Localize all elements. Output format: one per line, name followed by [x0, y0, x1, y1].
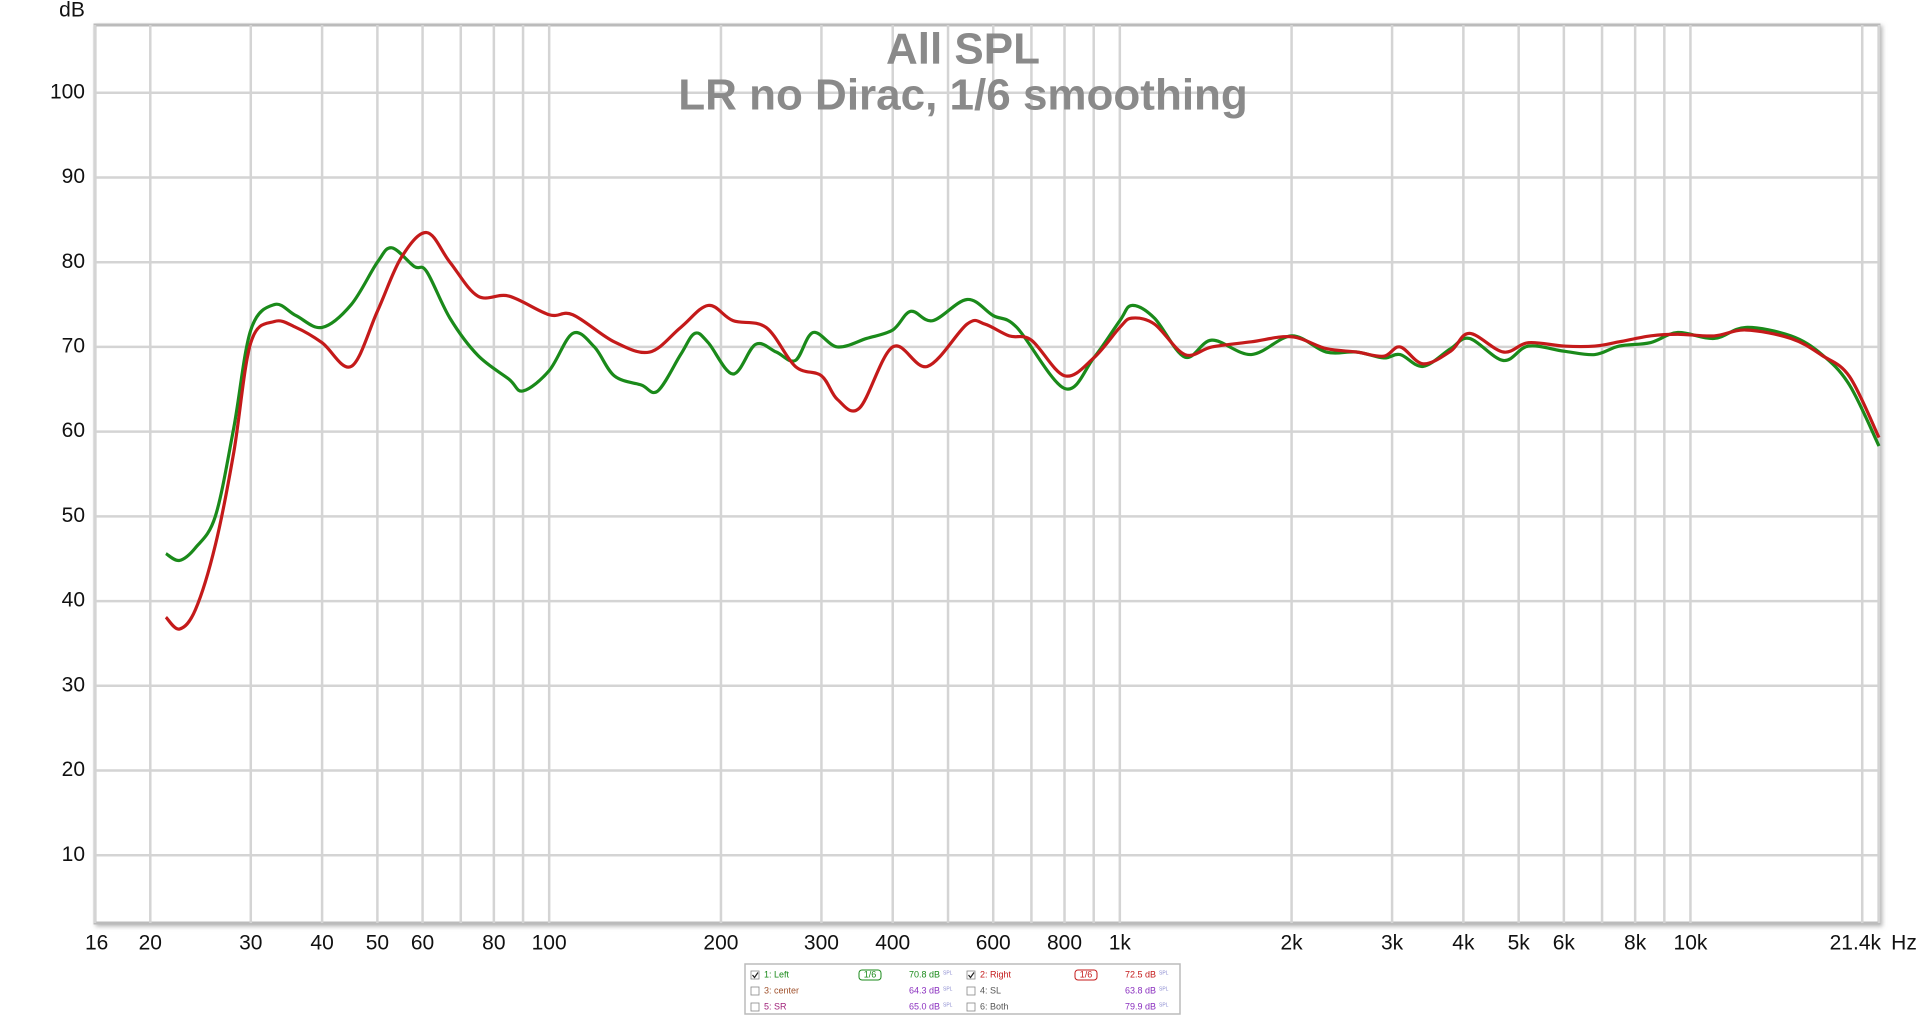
legend-label: 4: SL — [980, 985, 1001, 995]
legend-level: 63.8 dB — [1125, 985, 1156, 995]
checkmark — [968, 972, 975, 979]
x-tick-label: 8k — [1624, 932, 1647, 955]
legend-unit: SPL — [943, 1002, 953, 1008]
x-tick-label: 16 — [85, 932, 108, 955]
x-tick-label: 50 — [366, 932, 389, 955]
y-tick-label: 10 — [62, 843, 85, 866]
y-tick-label: 50 — [62, 504, 85, 527]
y-tick-label: 20 — [62, 758, 85, 781]
smoothing-label: 1/6 — [1080, 969, 1093, 979]
y-tick-label: 100 — [50, 80, 85, 103]
legend-unit: SPL — [1159, 1002, 1169, 1008]
legend-unit: SPL — [943, 970, 953, 976]
legend-label: 6: Both — [980, 1001, 1009, 1011]
checkbox[interactable] — [966, 1002, 976, 1012]
tick-labels: 10 20 30 40 50 60 70 80 90 100 16 20 30 40 50 60 80 100 20… — [50, 80, 1882, 954]
x-tick-label: 3k — [1381, 932, 1404, 955]
y-tick-label: 80 — [62, 250, 85, 273]
legend-level: 70.8 dB — [909, 969, 940, 979]
y-axis-label: dB — [59, 0, 85, 22]
curve — [164, 230, 1881, 631]
x-tick-label: 6k — [1553, 932, 1576, 955]
legend-box — [744, 963, 1181, 1015]
y-tick-label: 40 — [62, 589, 85, 612]
x-tick-label: 4k — [1452, 932, 1475, 955]
legend-level: 79.9 dB — [1125, 1001, 1156, 1011]
legend-label: 1: Left — [764, 969, 790, 979]
legend-level: 72.5 dB — [1125, 969, 1156, 979]
checkbox[interactable] — [966, 970, 976, 980]
legend-label: 3: center — [764, 985, 799, 995]
x-tick-label: 80 — [482, 932, 505, 955]
legend: 1: Left 1/6 70.8 dB SPL 2: Right 1/6 72.5 dB SP… — [744, 963, 1181, 1015]
legend-level: 64.3 dB — [909, 985, 940, 995]
x-tick-label: 100 — [532, 932, 567, 955]
x-axis-label: Hz — [1891, 932, 1917, 955]
legend-unit: SPL — [1159, 970, 1169, 976]
x-tick-label: 21.4k — [1830, 932, 1882, 955]
checkbox[interactable] — [750, 970, 760, 980]
x-tick-label: 800 — [1047, 932, 1082, 955]
smoothing-badge — [1074, 969, 1098, 981]
x-tick-label: 2k — [1280, 932, 1303, 955]
x-tick-label: 60 — [411, 932, 434, 955]
legend-unit: SPL — [943, 986, 953, 992]
x-tick-label: 600 — [976, 932, 1011, 955]
chart-title: All SPL — [886, 25, 1040, 74]
checkmark — [752, 972, 759, 979]
x-tick-label: 20 — [139, 932, 162, 955]
x-tick-label: 5k — [1508, 932, 1531, 955]
checkbox[interactable] — [750, 986, 760, 996]
y-tick-label: 60 — [62, 419, 85, 442]
x-tick-label: 10k — [1674, 932, 1708, 955]
y-tick-label: 90 — [62, 165, 85, 188]
legend-label: 5: SR — [764, 1001, 787, 1011]
x-tick-label: 30 — [239, 932, 262, 955]
y-tick-label: 30 — [62, 673, 85, 696]
y-tick-label: 70 — [62, 334, 85, 357]
curves — [164, 230, 1881, 631]
x-tick-label: 300 — [804, 932, 839, 955]
plot-frame — [93, 23, 1881, 925]
legend-label: 2: Right — [980, 969, 1012, 979]
legend-unit: SPL — [1159, 986, 1169, 992]
x-tick-label: 40 — [310, 932, 333, 955]
grid — [93, 25, 1881, 923]
legend-level: 65.0 dB — [909, 1001, 940, 1011]
checkbox[interactable] — [750, 1002, 760, 1012]
x-tick-label: 400 — [875, 932, 910, 955]
checkbox[interactable] — [966, 986, 976, 996]
smoothing-badge — [858, 969, 882, 981]
curve — [165, 246, 1881, 563]
chart-subtitle: LR no Dirac, 1/6 smoothing — [678, 71, 1248, 120]
smoothing-label: 1/6 — [864, 969, 877, 979]
x-tick-label: 200 — [703, 932, 738, 955]
x-tick-label: 1k — [1109, 932, 1132, 955]
